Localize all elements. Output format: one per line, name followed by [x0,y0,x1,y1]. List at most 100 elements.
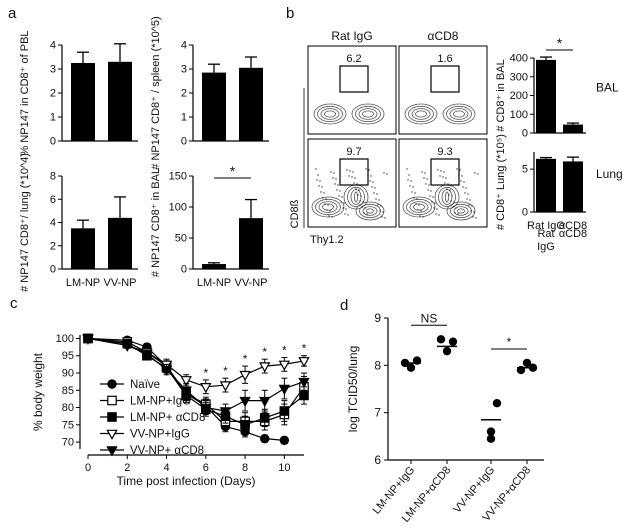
y-axis-label: # CD8⁺ Lung (*10⁵) [495,134,507,230]
event-dot [409,185,411,187]
bar-chart-2: 0 2 4 6 8 LM-NP VV-NP # NP147 CD8⁺/ lung (*10^4… [19,153,138,292]
event-dot [334,183,336,185]
event-dot [449,189,451,191]
event-dot [346,169,348,171]
x-tick-label: 10 [278,462,290,474]
contour-ring [317,105,343,123]
event-dot [368,169,370,171]
event-dot [355,188,357,190]
event-dot [335,178,337,180]
event-dot [462,186,464,188]
series-line [87,337,285,441]
data-point [486,434,496,443]
event-dot [472,216,474,218]
contour-ring [320,108,340,120]
event-dot [432,196,434,198]
event-dot [451,195,453,197]
event-dot [417,209,419,211]
flow-x-label: Thy1.2 [310,234,344,246]
event-dot [332,177,334,179]
y-axis-label: % NP147 in CD8⁺ of PBL [19,30,31,155]
series-line [87,337,305,422]
event-dot [420,210,422,212]
panel-label-b: b [286,5,294,22]
event-dot [345,208,347,210]
y-tick-label: 5 [522,164,528,176]
contour-ring [355,105,381,123]
bar [536,59,556,133]
marker-triangle [298,357,310,368]
event-dot [325,198,327,200]
x-tick-label: 2 [124,462,130,474]
gate-value: 9.3 [437,146,452,158]
gate-box [339,65,369,93]
y-axis-label: # CD8⁺ in BAL [495,59,507,131]
x-tick-label: 8 [242,462,248,474]
marker-triangle [298,377,310,389]
event-dot [421,171,423,173]
marker-triangle [200,383,212,394]
event-dot [382,211,384,213]
comparison-label: * [507,335,512,349]
data-point [492,399,502,408]
category-label: Rat IgG [527,220,565,232]
bar-chart-4: 0 100 200 300 400# CD8⁺ in BAL * BAL [495,35,619,140]
y-tick-label: 3 [181,64,187,76]
bar [239,218,263,269]
event-dot [349,170,351,172]
category-label: VV-NP [103,277,136,289]
y-tick-label: 50 [175,233,187,245]
marker-triangle [278,360,291,371]
contour-ring [355,201,385,221]
significance-star: * [262,345,267,359]
event-dot [370,175,372,177]
contour-ring [409,201,429,213]
column-header: Rat IgG [331,29,372,43]
event-dot [386,173,388,175]
event-dot [459,169,461,171]
data-point [486,427,496,436]
y-tick-label: 4 [50,40,56,52]
y-tick-label: 4 [181,40,187,52]
event-dot [474,172,476,174]
bar-chart-3: 0 50 100 150 LM-NP VV-NP # NP147 CD8⁺ in BAL * [150,163,269,289]
category-label: αCD8 [559,228,587,240]
contour-ring [313,103,347,125]
marker-triangle [141,350,153,361]
event-dot [412,186,414,188]
bar-chart-0: 0 1 2 3 4 % NP147 in CD8⁺ of PBL [19,30,138,156]
contour-ring [406,198,432,216]
gate-value: 9.7 [346,146,361,158]
marker-square [259,413,270,423]
marker-triangle [82,334,94,345]
event-dot [442,176,444,178]
event-dot [436,208,438,210]
significance-star: * [557,35,563,51]
event-dot [461,175,463,177]
y-tick-label: 90 [62,368,74,380]
contour-ring [358,108,378,120]
marker-triangle [180,386,192,397]
event-dot [446,188,448,190]
y-tick-label: 2 [50,240,56,252]
event-dot [466,198,468,200]
x-tick-label: 4 [163,462,169,474]
y-tick-label: 300 [510,71,528,83]
event-dot [365,168,367,170]
event-dot [470,210,472,212]
marker-triangle [219,407,232,418]
event-dot [383,172,385,174]
event-dot [341,196,343,198]
event-dot [379,210,381,212]
y-tick-label: 2 [50,88,56,100]
event-dot [418,204,420,206]
event-dot [328,215,330,217]
contour-ring [362,206,378,216]
bar [239,67,263,141]
side-label: Lung [596,167,623,181]
bar [108,217,132,269]
event-dot [319,180,321,182]
